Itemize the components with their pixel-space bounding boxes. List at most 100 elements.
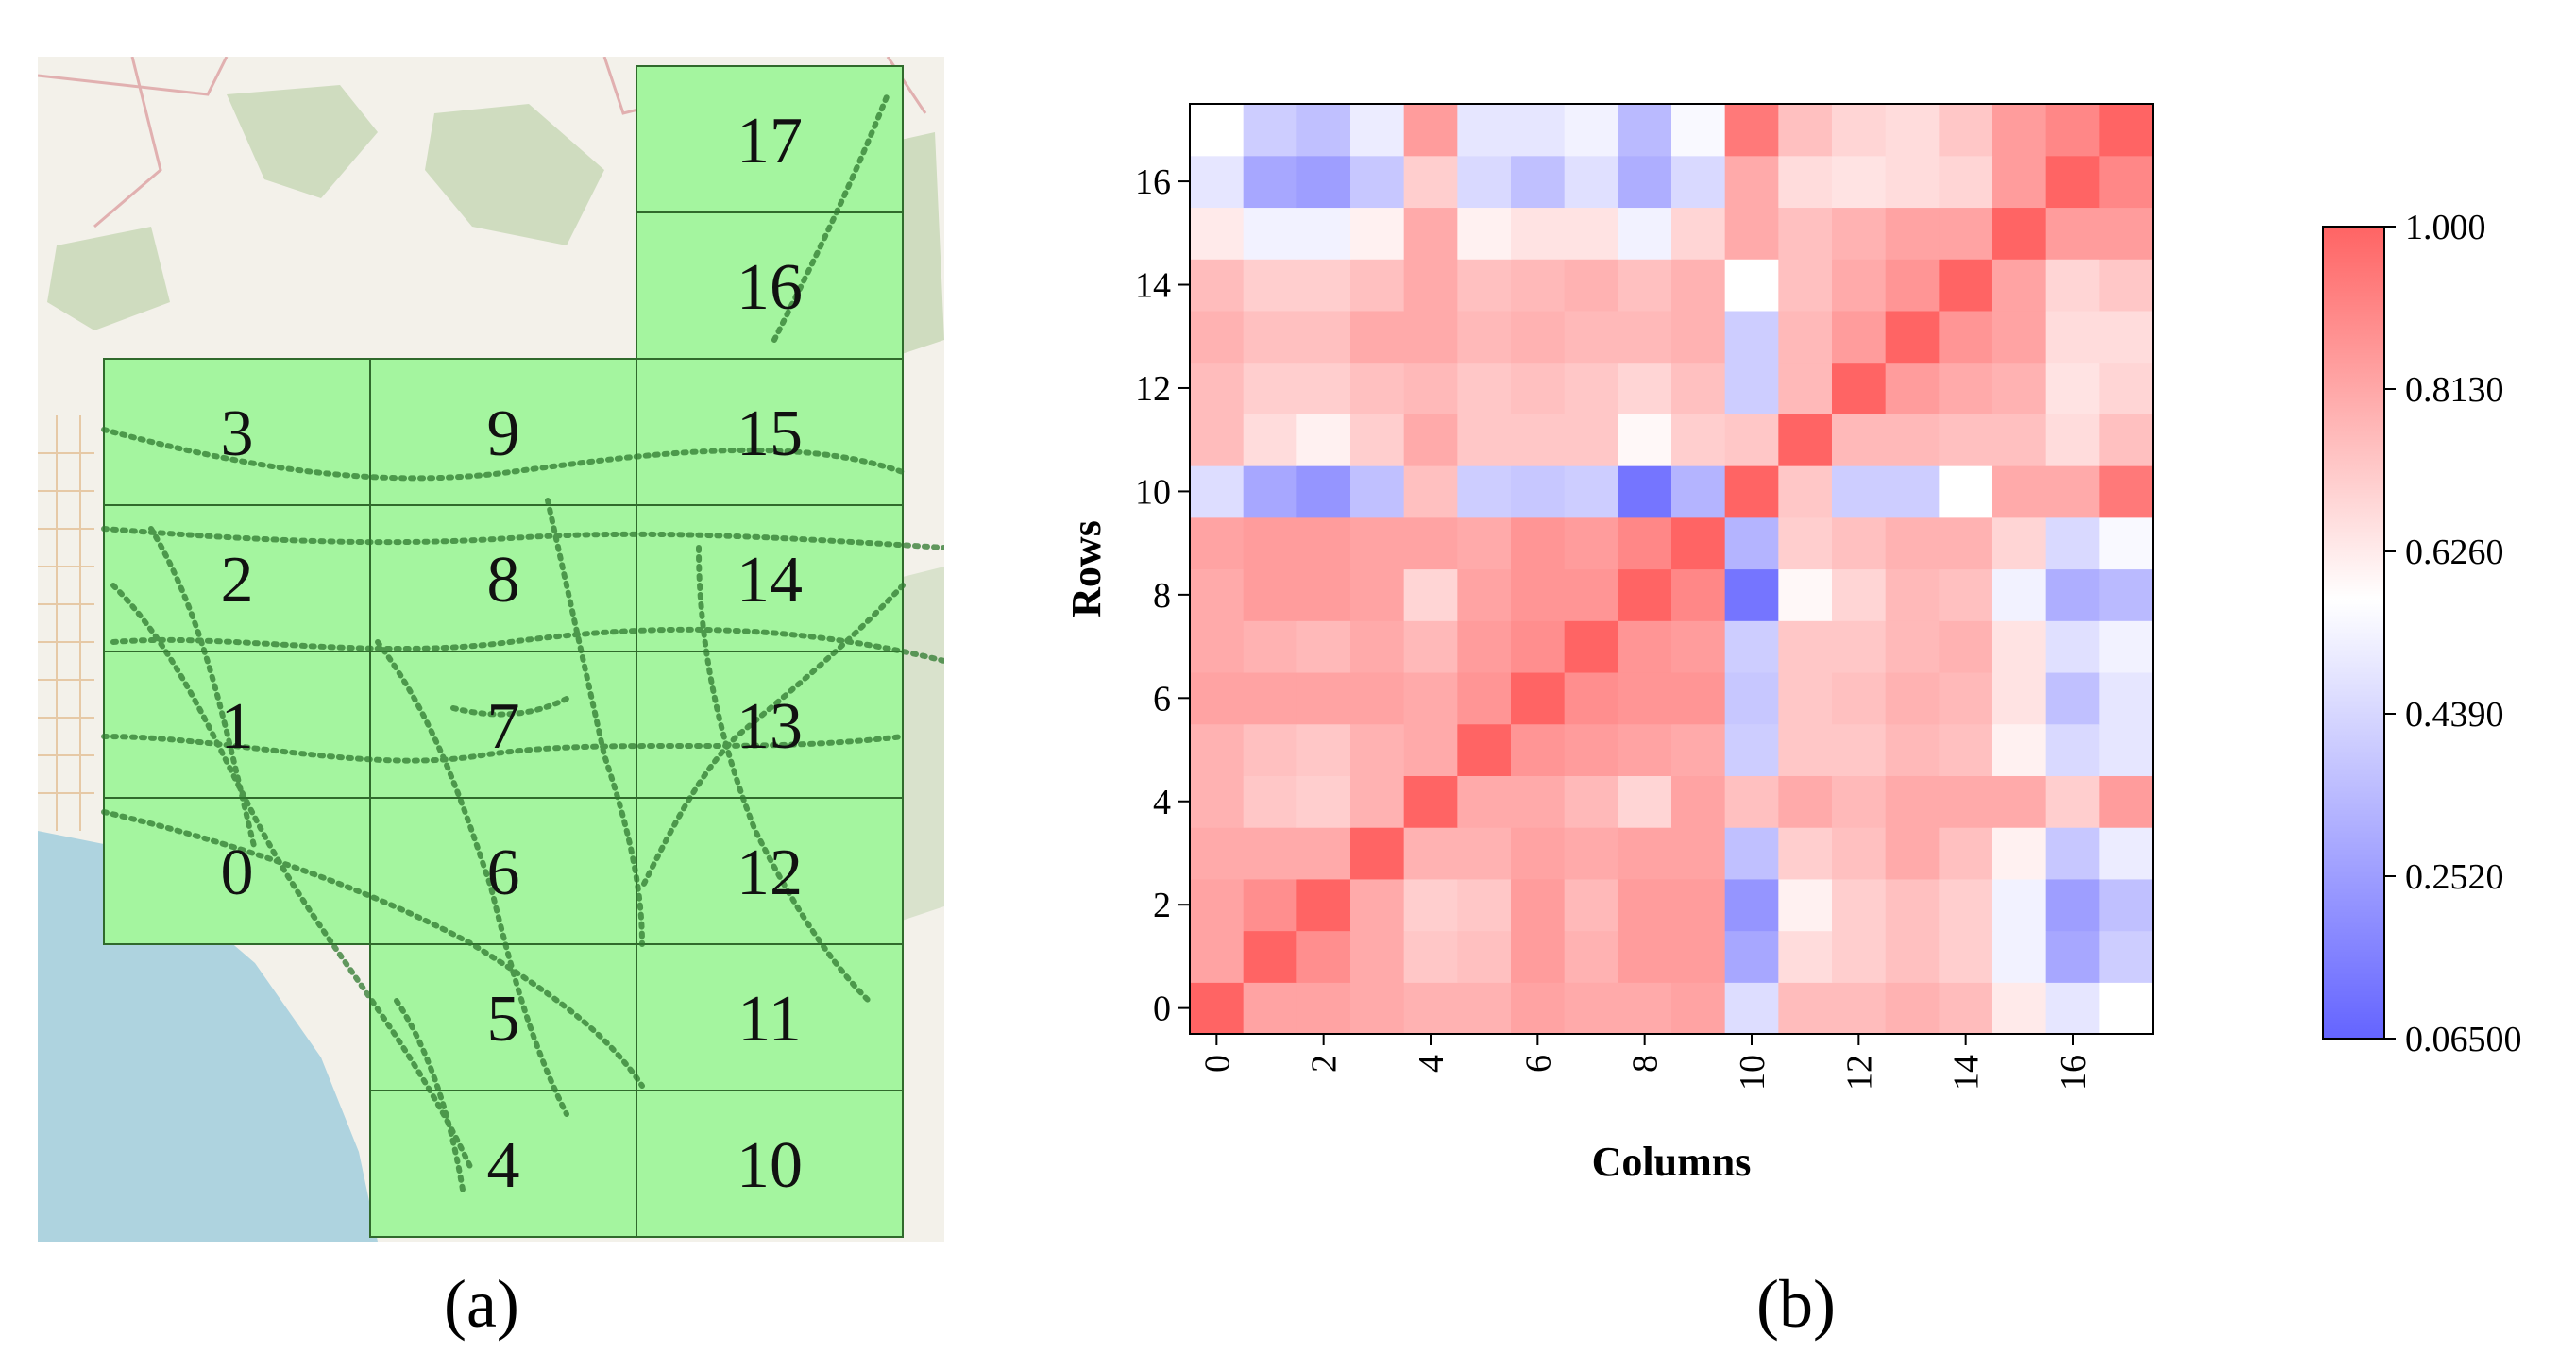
heatmap-cell (2099, 155, 2154, 209)
heatmap-cell (2099, 362, 2154, 414)
heatmap-cell (1778, 775, 1833, 828)
heatmap-cell (2045, 465, 2100, 518)
heatmap-cell (1296, 516, 1351, 570)
heatmap-cell (1724, 516, 1779, 570)
heatmap-cell (1564, 362, 1618, 414)
heatmap-cell (1350, 620, 1405, 673)
city-street-texture (38, 415, 94, 831)
heatmap-cell (1243, 516, 1297, 570)
heatmap-cell (1190, 414, 1245, 466)
heatmap-cell (1885, 155, 1940, 209)
heatmap-cell (1724, 362, 1779, 414)
heatmap-cell (1618, 827, 1672, 880)
heatmap-cell (1296, 310, 1351, 364)
colorbar-tick-label: 0.4390 (2405, 695, 2504, 735)
heatmap-cell (2045, 982, 2100, 1035)
heatmap-cell (1457, 568, 1512, 621)
heatmap-cell (2045, 723, 2100, 776)
heatmap-cell (1511, 671, 1566, 725)
heatmap-cell (1992, 775, 2047, 828)
y-axis-title: Rows (1063, 520, 1110, 617)
heatmap-cell (1939, 827, 1993, 880)
heatmap-cell (2045, 207, 2100, 260)
heatmap-cell (1724, 465, 1779, 518)
heatmap-cell (1190, 259, 1245, 312)
x-axis-ticks: 0 2 4 6 8 10 12 14 16 (1197, 1034, 2093, 1091)
heatmap-cell (1885, 516, 1940, 570)
grid-label-1: 1 (221, 690, 254, 763)
grid-label-9: 9 (487, 397, 520, 470)
heatmap-cell (1457, 259, 1512, 312)
heatmap-cell (1190, 671, 1245, 725)
y-tick-label: 16 (1135, 162, 1171, 202)
heatmap-cell (2045, 671, 2100, 725)
grid-label-7: 7 (487, 690, 520, 763)
heatmap-cell (1939, 620, 1993, 673)
heatmap-cell (1190, 620, 1245, 673)
heatmap-cell (1885, 362, 1940, 414)
heatmap-cell (1778, 671, 1833, 725)
heatmap-cell (1350, 930, 1405, 983)
heatmap-cell (1457, 827, 1512, 880)
heatmap-cell (1403, 982, 1458, 1035)
x-axis-title: Columns (1592, 1139, 1752, 1185)
heatmap-cell (1832, 104, 1887, 157)
heatmap-cell (1618, 568, 1672, 621)
heatmap-cell (1778, 362, 1833, 414)
heatmap-cell (1618, 516, 1672, 570)
heatmap-cell (2099, 775, 2154, 828)
heatmap-cell (1296, 671, 1351, 725)
grid-labels: 0 1 2 3 4 5 6 7 8 9 10 11 12 13 14 15 16… (221, 105, 804, 1202)
heatmap-cell (1778, 723, 1833, 776)
heatmap-cell (1778, 207, 1833, 260)
heatmap-cell (1511, 723, 1566, 776)
grid-cell (103, 358, 371, 506)
heatmap-cell (1671, 930, 1726, 983)
heatmap-cell (1403, 516, 1458, 570)
heatmap-cell (1671, 982, 1726, 1035)
heatmap-cell (1832, 155, 1887, 209)
heatmap-cell (1724, 207, 1779, 260)
heatmap-cell (1511, 982, 1566, 1035)
heatmap-cell (2099, 878, 2154, 932)
colorbar-tick-label: 1.000 (2405, 208, 2486, 247)
heatmap-cell (1992, 310, 2047, 364)
x-tick-label: 16 (2054, 1055, 2093, 1091)
heatmap-frame (1189, 103, 2154, 1035)
heatmap-cell (1992, 259, 2047, 312)
heatmap-cell (1403, 827, 1458, 880)
grid-label-2: 2 (221, 544, 254, 617)
heatmap-cell (1992, 155, 2047, 209)
heatmap-cell (1939, 362, 1993, 414)
heatmap-cell (1243, 414, 1297, 466)
heatmap-cell (1724, 104, 1779, 157)
y-tick-label: 14 (1135, 266, 1171, 306)
heatmap-cell (1296, 930, 1351, 983)
y-tick-label: 0 (1153, 989, 1171, 1029)
heatmap-cell (2045, 362, 2100, 414)
heatmap-cell (1511, 310, 1566, 364)
heatmap-cell (1832, 878, 1887, 932)
colorbar-tick-label: 0.8130 (2405, 370, 2504, 410)
colorbar-tick-label: 0.6260 (2405, 533, 2504, 572)
grid-cell (636, 797, 904, 945)
heatmap-cell (2099, 310, 2154, 364)
heatmap-cell (1885, 827, 1940, 880)
x-tick-label: 8 (1626, 1055, 1666, 1073)
heatmap-cell (1778, 568, 1833, 621)
heatmap-cell (1564, 207, 1618, 260)
heatmap-cell (2099, 259, 2154, 312)
heatmap-cell (1190, 878, 1245, 932)
heatmap-cell (1350, 878, 1405, 932)
heatmap-cell (1885, 568, 1940, 621)
map-graphic: 0 1 2 3 4 5 6 7 8 9 10 11 12 13 14 15 16… (38, 57, 944, 1242)
heatmap-cell (1403, 362, 1458, 414)
heatmap-cell (1724, 568, 1779, 621)
heatmap-cell (1671, 827, 1726, 880)
heatmap-cell (1350, 104, 1405, 157)
heatmap-cell (1778, 155, 1833, 209)
heatmap-cell (1564, 878, 1618, 932)
heatmap-chart: 0 2 4 6 8 10 12 14 16 0 2 4 6 8 10 12 14 16 Columns Rows… (1063, 103, 2522, 1185)
heatmap-cell (1618, 465, 1672, 518)
heatmap-cell (1564, 465, 1618, 518)
